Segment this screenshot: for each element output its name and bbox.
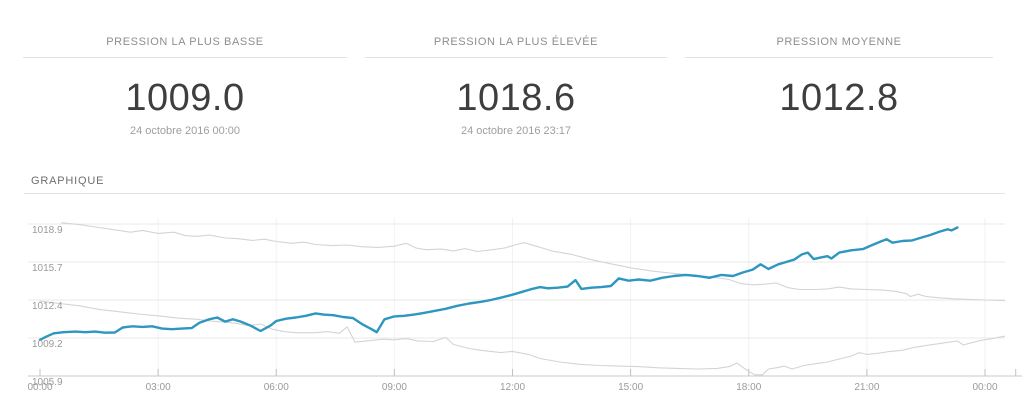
x-axis-label: 03:00 <box>146 382 171 393</box>
stat-average-value: 1012.8 <box>779 77 899 119</box>
x-axis-label: 12:00 <box>500 382 525 393</box>
y-axis-label: 1005.9 <box>32 377 63 388</box>
main-line <box>38 226 959 341</box>
y-axis-label: 1009.2 <box>32 339 63 350</box>
stat-average-title: PRESSION MOYENNE <box>685 36 993 58</box>
stat-highest-pressure: PRESSION LA PLUS ÉLEVÉE 1018.6 24 octobr… <box>365 36 667 138</box>
x-axis-label: 18:00 <box>736 382 761 393</box>
stat-lowest-date: 24 octobre 2016 00:00 <box>129 125 241 137</box>
graph-section-title: GRAPHIQUE <box>31 175 105 187</box>
stat-highest-value: 1018.6 <box>456 77 576 119</box>
y-axis-label: 1018.9 <box>32 225 63 236</box>
x-axis-label: 09:00 <box>382 382 407 393</box>
y-axis-label: 1015.7 <box>32 263 63 274</box>
stat-lowest-title: PRESSION LA PLUS BASSE <box>23 36 347 58</box>
x-axis-label: 00:00 <box>27 382 52 393</box>
x-axis-label: 15:00 <box>618 382 643 393</box>
pressure-stats-row: PRESSION LA PLUS BASSE 1009.0 24 octobre… <box>23 36 993 138</box>
stat-highest-title: PRESSION LA PLUS ÉLEVÉE <box>365 36 667 58</box>
x-axis-label: 21:00 <box>854 382 879 393</box>
upper-band-line <box>61 222 1006 302</box>
stat-average-pressure: PRESSION MOYENNE 1012.8 <box>685 36 993 138</box>
stat-lowest-pressure: PRESSION LA PLUS BASSE 1009.0 24 octobre… <box>23 36 347 138</box>
x-axis-label: 00:00 <box>972 382 997 393</box>
stat-highest-date: 24 octobre 2016 23:17 <box>460 125 572 137</box>
y-axis-label: 1012.4 <box>32 301 63 312</box>
graph-section-divider <box>24 193 1005 194</box>
stat-lowest-value: 1009.0 <box>125 77 245 119</box>
x-axis-label: 06:00 <box>264 382 289 393</box>
